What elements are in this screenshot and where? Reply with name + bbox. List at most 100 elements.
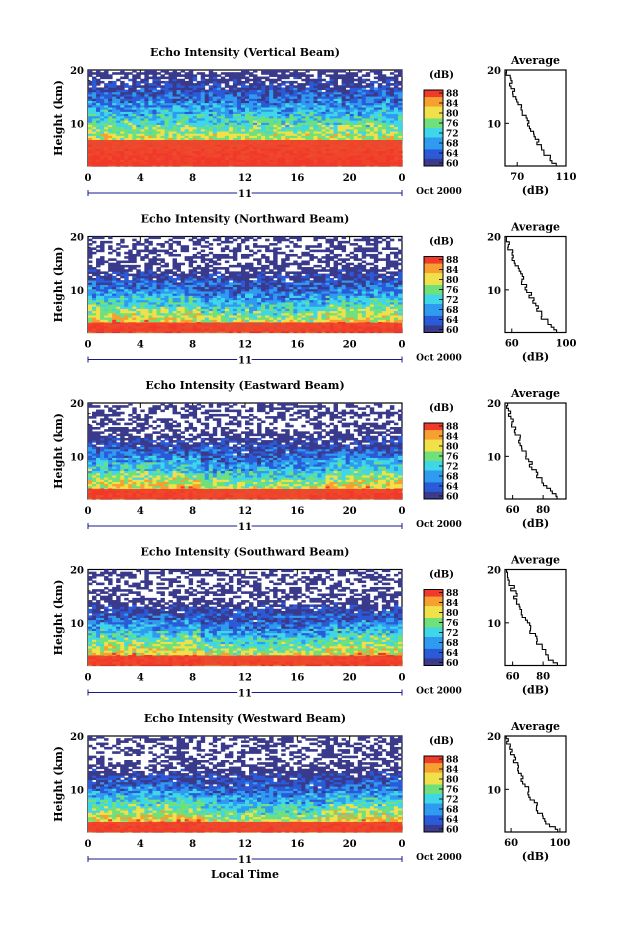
colorbar-segment <box>424 114 443 117</box>
heatmap-cell <box>177 79 181 82</box>
colorbar-segment <box>424 302 443 305</box>
colorbar-segment <box>424 261 443 264</box>
profile-frame <box>505 237 566 333</box>
heatmap-cell <box>221 77 225 80</box>
colorbar-segment <box>424 161 443 164</box>
profile-y-tick-label: 20 <box>487 66 501 77</box>
heatmap-cell <box>390 77 394 80</box>
heatmap-cell <box>289 72 293 75</box>
heatmap-cell <box>96 79 100 82</box>
colorbar-segment <box>424 109 443 112</box>
colorbar-segment <box>424 128 443 131</box>
heatmap-cell <box>116 85 120 88</box>
heatmap-cell <box>205 90 209 93</box>
heatmap-cell <box>225 79 229 82</box>
colorbar-segment <box>424 135 443 138</box>
heatmap-cell <box>209 85 213 88</box>
heatmap-cell <box>229 85 233 88</box>
colorbar-segment <box>424 325 443 328</box>
heatmap-cell <box>88 70 92 73</box>
heatmap-cell <box>330 87 334 90</box>
heatmap-cell <box>100 87 104 90</box>
day-label: 11 <box>238 189 252 200</box>
colorbar-segment <box>424 107 443 110</box>
heatmap-cell <box>221 87 225 90</box>
heatmap-cell <box>132 74 136 77</box>
heatmap-cell <box>116 72 120 75</box>
heatmap-cell <box>136 72 140 75</box>
colorbar-segment <box>424 154 443 157</box>
x-tick-label: 20 <box>343 173 357 184</box>
heatmap-cell <box>346 90 350 93</box>
heatmap-cell <box>140 79 144 82</box>
heatmap-cell <box>144 70 148 73</box>
heatmap-cell <box>233 72 237 75</box>
heatmap-cell <box>128 79 132 82</box>
heatmap-cell <box>390 83 394 86</box>
heatmap-cell <box>390 72 394 75</box>
heatmap-cell <box>305 87 309 90</box>
heatmap-cell <box>197 72 201 75</box>
heatmap-cell <box>321 79 325 82</box>
heatmap-cell <box>185 72 189 75</box>
heatmap-cell <box>309 79 313 82</box>
heatmap-cell <box>366 79 370 82</box>
heatmap-cell <box>124 90 128 93</box>
heatmap-cell <box>273 79 277 82</box>
colorbar-segment <box>424 138 443 141</box>
heatmap-cell <box>124 72 128 75</box>
heatmap-cell <box>305 74 309 77</box>
profile-line <box>506 70 563 166</box>
heatmap-cell <box>100 81 104 84</box>
heatmap-cell <box>217 74 221 77</box>
heatmap-cell <box>245 85 249 88</box>
heatmap-cell <box>96 70 100 73</box>
colorbar-tick-label: 60 <box>446 160 459 170</box>
heatmap-cell <box>160 74 164 77</box>
heatmap-cell <box>301 79 305 82</box>
heatmap-cell <box>181 70 185 73</box>
colorbar-tick-label: 72 <box>446 130 459 140</box>
heatmap-cell <box>358 77 362 80</box>
y-tick-label: 20 <box>70 66 84 77</box>
heatmap-cell <box>193 83 197 86</box>
colorbar-segment <box>424 280 443 283</box>
heatmap-band <box>88 140 402 166</box>
heatmap-cell <box>112 81 116 84</box>
heatmap-cell <box>277 70 281 73</box>
heatmap-cell <box>120 70 124 73</box>
heatmap-cell <box>330 70 334 73</box>
colorbar-tick-label: 80 <box>446 110 459 120</box>
heatmap-cell <box>370 81 374 84</box>
heatmap-cell <box>285 74 289 77</box>
heatmap-cell <box>241 81 245 84</box>
heatmap-cell <box>362 74 366 77</box>
heatmap-cell <box>382 85 386 88</box>
heatmap-cell <box>386 77 390 80</box>
y-tick-label: 10 <box>70 119 84 130</box>
colorbar-segment <box>424 157 443 160</box>
heatmap-cell <box>378 70 382 73</box>
heatmap-cell <box>104 70 108 73</box>
colorbar-segment <box>424 159 443 162</box>
heatmap-cell <box>285 70 289 73</box>
heatmap-cell <box>108 81 112 84</box>
heatmap-cell <box>366 90 370 93</box>
heatmap-cells <box>88 237 402 333</box>
heatmap-cell <box>281 87 285 90</box>
heatmap-cell <box>342 74 346 77</box>
heatmap-cell <box>293 70 297 73</box>
x-tick-label: 12 <box>238 173 252 184</box>
heatmap-cell <box>382 74 386 77</box>
colorbar-segment <box>424 116 443 119</box>
heatmap-cell <box>366 72 370 75</box>
heatmap-cell <box>128 85 132 88</box>
heatmap-cell <box>297 72 301 75</box>
colorbar-segment <box>424 292 443 295</box>
x-tick-label: 8 <box>189 173 196 184</box>
heatmap-cell <box>358 70 362 73</box>
heatmap-cell <box>321 83 325 86</box>
colorbar-segment <box>424 145 443 148</box>
heatmap-cell <box>132 70 136 73</box>
